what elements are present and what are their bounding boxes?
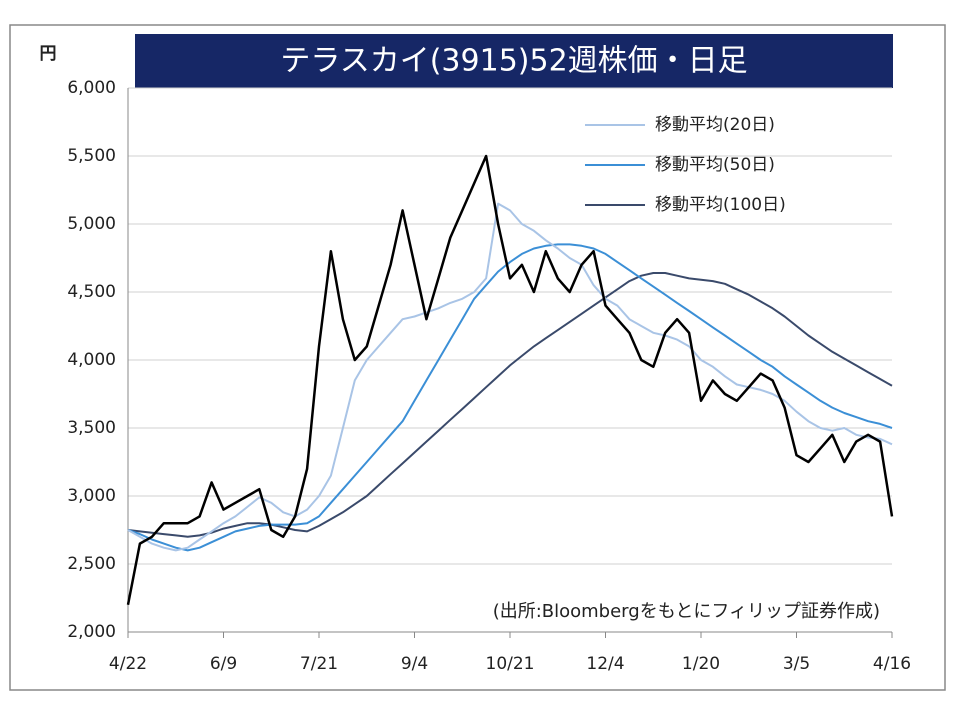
- y-tick-label: 2,500: [67, 554, 116, 574]
- y-tick-label: 3,500: [67, 418, 116, 438]
- x-tick-label: 4/16: [873, 654, 911, 674]
- y-tick-label: 4,500: [67, 282, 116, 302]
- y-tick-label: 2,000: [67, 622, 116, 642]
- x-tick-label: 9/4: [401, 654, 428, 674]
- price-line: [126, 154, 894, 606]
- y-tick-label: 5,000: [67, 214, 116, 234]
- title-banner: [135, 34, 893, 88]
- x-tick-label: 10/21: [486, 654, 535, 674]
- y-tick-label: 6,000: [67, 78, 116, 98]
- moving-average-line: [127, 243, 893, 552]
- x-tick-label: 4/22: [109, 654, 147, 674]
- legend-label: 移動平均(50日): [655, 155, 775, 175]
- x-tick-label: 7/21: [300, 654, 338, 674]
- chart-title: テラスカイ(3915)52週株価・日足: [280, 44, 747, 79]
- annotation: (出所:Bloombergをもとにフィリップ証券作成): [493, 601, 880, 622]
- x-tick-label: 6/9: [210, 654, 237, 674]
- x-tick-label: 12/4: [586, 654, 624, 674]
- moving-average-line: [127, 202, 893, 552]
- x-tick-label: 3/5: [783, 654, 810, 674]
- y-tick-label: 4,000: [67, 350, 116, 370]
- legend-label: 移動平均(100日): [655, 195, 786, 215]
- x-tick-label: 1/20: [682, 654, 720, 674]
- moving-average-line: [127, 272, 893, 538]
- y-tick-label: 5,500: [67, 146, 116, 166]
- legend-label: 移動平均(20日): [655, 115, 775, 135]
- y-axis-label: 円: [40, 44, 57, 64]
- frame: [9, 24, 946, 691]
- y-tick-label: 3,000: [67, 486, 116, 506]
